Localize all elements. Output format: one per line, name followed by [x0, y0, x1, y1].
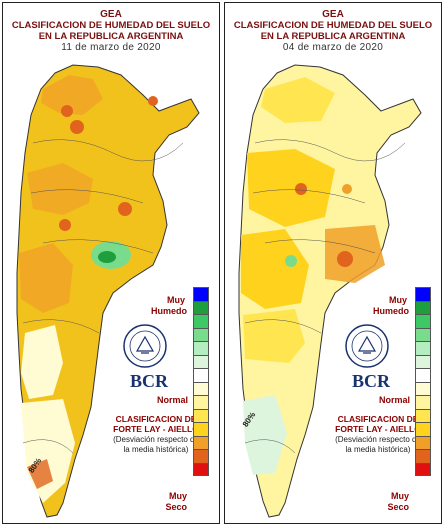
bcr-seal-icon [123, 324, 167, 368]
legend-swatch [415, 354, 431, 368]
header-date: 11 de marzo de 2020 [61, 42, 161, 53]
argentina-map [238, 64, 422, 518]
deviation-label: (Desviación respecto de la media históri… [335, 435, 421, 454]
dry-zone-north [41, 75, 103, 115]
legend-swatch [193, 449, 209, 463]
legend-swatch [193, 368, 209, 382]
argentina-map [16, 64, 200, 518]
legend-swatch [193, 354, 209, 368]
legend-swatch [193, 381, 209, 395]
legend-swatch [193, 314, 209, 328]
legend-swatch [193, 287, 209, 301]
legend-swatch [193, 327, 209, 341]
dry-spot-1 [295, 183, 307, 195]
legend-swatch [193, 422, 209, 436]
legend-swatch [415, 368, 431, 382]
bcr-seal-icon [345, 324, 389, 368]
legend-swatch [415, 449, 431, 463]
map-header: GEA CLASIFICACION DE HUMEDAD DEL SUELO E… [3, 9, 219, 54]
dry-zone-pampas [325, 225, 385, 283]
legend-label-dry: Muy Seco [387, 491, 409, 512]
legend-swatch [415, 422, 431, 436]
legend-label-normal: Normal [156, 395, 188, 405]
deviation-label: (Desviación respecto de la media históri… [113, 435, 199, 454]
legend-swatch [193, 408, 209, 422]
legend-colorbar [193, 287, 209, 476]
dry-spot-4 [59, 219, 71, 231]
bcr-logo: BCR [351, 371, 390, 391]
header-title: CLASIFICACION DE HUMEDAD DEL SUELO [233, 20, 433, 31]
legend-label-wet: Muy Humedo [373, 295, 409, 316]
legend-label-dry: Muy Seco [165, 491, 187, 512]
legend-swatch [415, 300, 431, 314]
classification-label: CLASIFICACION DE FORTE LAY - AIELLO [113, 414, 199, 434]
dry-zone-north [261, 77, 335, 123]
map-header: GEA CLASIFICACION DE HUMEDAD DEL SUELO E… [225, 9, 441, 54]
legend-swatch [415, 287, 431, 301]
dry-zone-west [241, 229, 309, 309]
bcr-logo: BCR [129, 371, 168, 391]
legend-swatch [193, 435, 209, 449]
header-title: CLASIFICACION DE HUMEDAD DEL SUELO [11, 20, 211, 31]
wet-core-pampas [98, 251, 116, 263]
dry-zone-south [21, 325, 63, 399]
dry-spot-2 [70, 120, 84, 134]
legend-swatch [415, 327, 431, 341]
wet-spot-1 [285, 255, 297, 267]
legend-swatch [415, 381, 431, 395]
dry-zone-center [247, 149, 335, 227]
legend-swatch [193, 300, 209, 314]
legend-swatch [415, 408, 431, 422]
dry-spot-3 [118, 202, 132, 216]
legend-colorbar [415, 287, 431, 476]
legend-label-wet: Muy Humedo [151, 295, 187, 316]
legend-label-normal: Normal [378, 395, 410, 405]
header-gea: GEA [322, 9, 344, 20]
dry-zone-west [19, 243, 73, 313]
legend-swatch [415, 341, 431, 355]
dry-spot-5 [148, 96, 158, 106]
wet-zone-patagonia [243, 395, 287, 475]
map-panel-march-04: GEA CLASIFICACION DE HUMEDAD DEL SUELO E… [224, 2, 442, 524]
header-subtitle: EN LA REPUBLICA ARGENTINA [260, 31, 406, 42]
map-panel-march-11: GEA CLASIFICACION DE HUMEDAD DEL SUELO E… [2, 2, 220, 524]
legend-swatch [415, 462, 431, 476]
legend-swatch [193, 462, 209, 476]
dry-spot-1 [61, 105, 73, 117]
header-date: 04 de marzo de 2020 [282, 42, 384, 53]
dry-spot-2 [337, 251, 353, 267]
legend-swatch [193, 341, 209, 355]
legend-swatch [415, 395, 431, 409]
dry-spot-tierra [27, 459, 53, 489]
dry-zone-center [27, 163, 93, 215]
contour-lines [244, 139, 406, 454]
legend-swatch [415, 314, 431, 328]
classification-label: CLASIFICACION DE FORTE LAY - AIELLO [335, 414, 421, 434]
dry-spot-3 [342, 184, 352, 194]
normal-zone-south [243, 309, 305, 363]
legend-swatch [415, 435, 431, 449]
header-gea: GEA [100, 9, 122, 20]
contour-lines [22, 139, 184, 454]
legend-swatch [193, 395, 209, 409]
header-subtitle: EN LA REPUBLICA ARGENTINA [38, 31, 184, 42]
